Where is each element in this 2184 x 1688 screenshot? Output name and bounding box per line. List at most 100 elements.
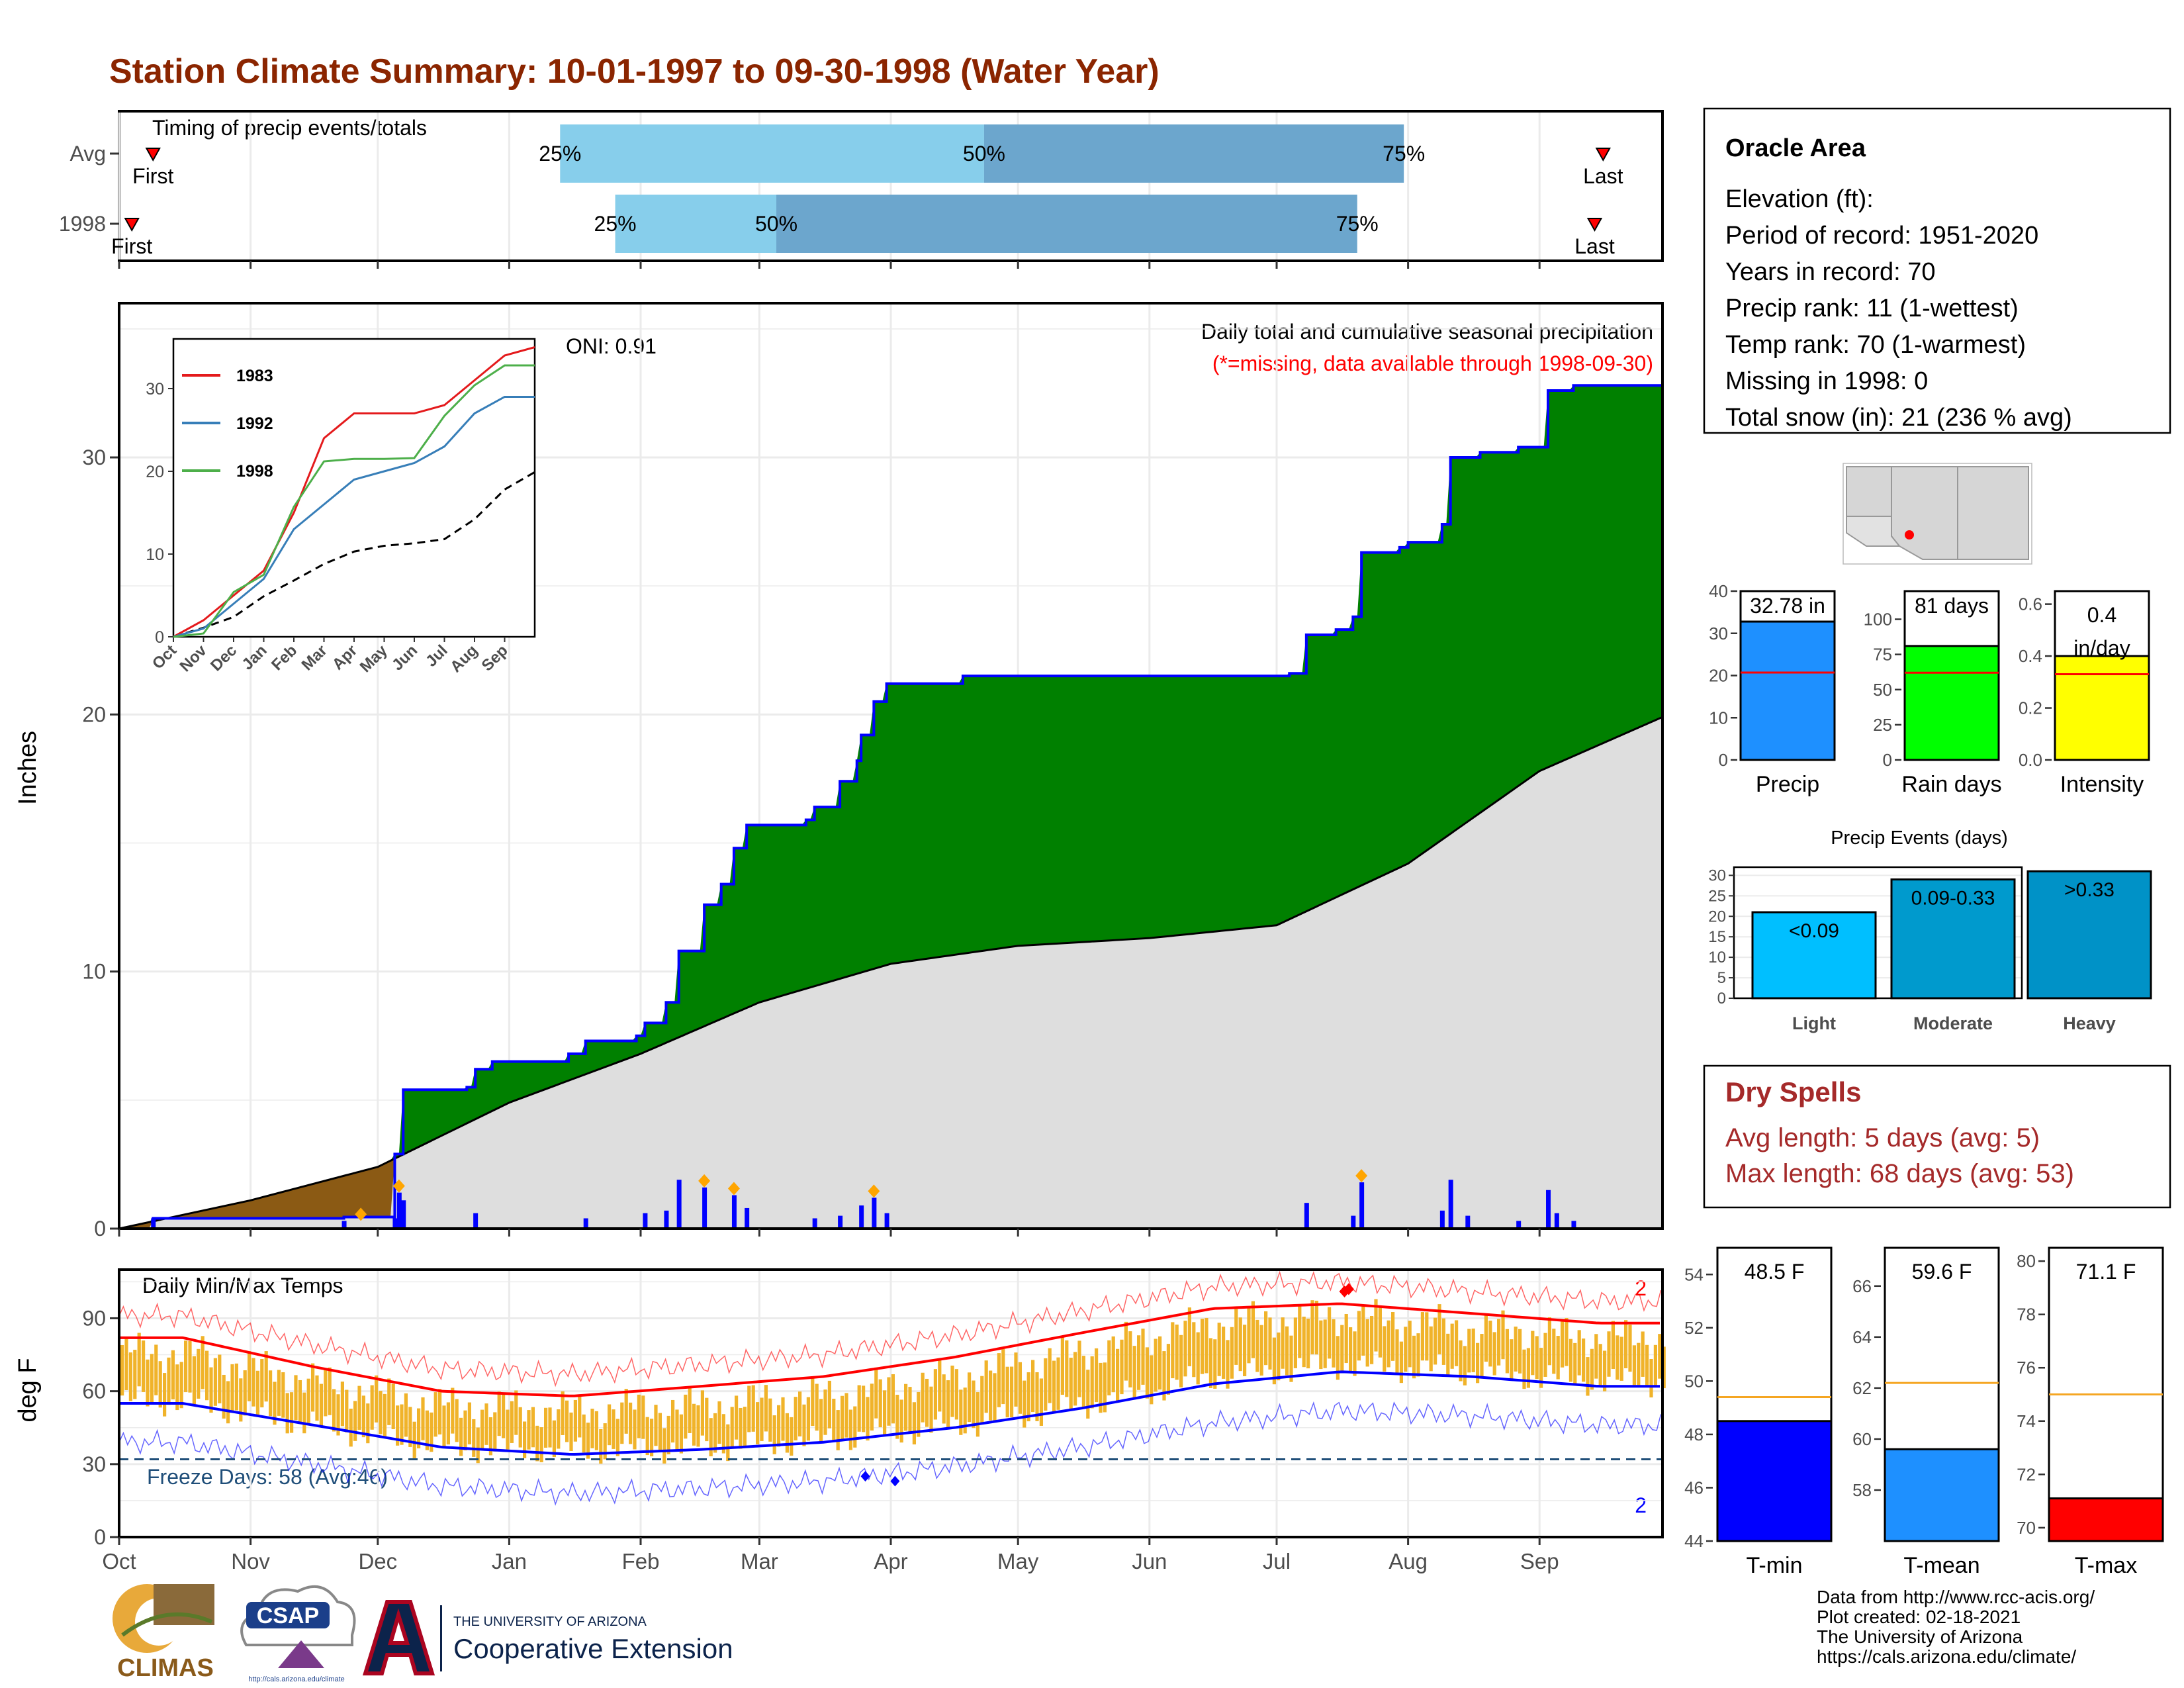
record-max-line <box>118 1270 1662 1387</box>
daily-temp-bar <box>269 1370 273 1417</box>
daily-temp-bar <box>586 1423 590 1459</box>
daily-temp-bar <box>1522 1349 1526 1389</box>
daily-temp-bar <box>1420 1312 1424 1361</box>
temp-stat-bars: 44 46 48 50 52 54 48.5 F T-min 58 60 62 64 66 59.6 F T… <box>1684 1246 2164 1578</box>
daily-temp-bar <box>548 1407 552 1448</box>
stat-bar-y-tick-label: 0 <box>1719 750 1728 770</box>
month-tick-label: May <box>997 1549 1039 1573</box>
month-tick-label: Oct <box>102 1549 136 1573</box>
daily-temp-bar <box>891 1374 895 1424</box>
daily-temp-bar <box>1056 1357 1060 1410</box>
month-tick-label: Aug <box>1388 1549 1428 1573</box>
daily-precip-bar <box>341 1221 347 1229</box>
daily-temp-bar <box>735 1395 739 1440</box>
daily-temp-bar <box>997 1353 1001 1407</box>
daily-temp-bar <box>857 1385 861 1432</box>
daily-temp-bar <box>1662 1346 1666 1389</box>
daily-temp-bar <box>1437 1304 1441 1354</box>
daily-temp-bar <box>836 1410 840 1450</box>
temp-stat-y-tick-label: 58 <box>1852 1480 1872 1500</box>
daily-temp-bar <box>379 1391 383 1434</box>
inset-normal-line <box>173 471 535 638</box>
temp-stat-y-tick-label: 50 <box>1684 1371 1704 1391</box>
daily-temp-bar <box>1328 1307 1332 1359</box>
daily-temp-bar <box>1441 1318 1445 1365</box>
info-line: Period of record: 1951-2020 <box>1725 222 2038 250</box>
daily-temp-bar <box>1429 1326 1433 1372</box>
inset-legend-label: 1983 <box>236 367 273 385</box>
temp-y-tick-label: 60 <box>82 1380 106 1403</box>
daily-temp-bar <box>633 1409 637 1450</box>
csap-logo: CSAP http://cals.arizona.edu/climate <box>240 1585 356 1683</box>
daily-temp-bar <box>1383 1326 1387 1372</box>
temp-stat-value-bar <box>1884 1448 2000 1542</box>
daily-temp-bar <box>1069 1358 1073 1410</box>
daily-temp-bar <box>582 1414 586 1453</box>
daily-temp-bar <box>1026 1372 1030 1422</box>
csap-logo-mountain <box>278 1640 324 1668</box>
daily-temp-bar <box>391 1383 395 1430</box>
temp-stat-y-tick-label: 72 <box>2017 1464 2036 1484</box>
daily-temp-bar <box>650 1419 654 1457</box>
daily-temp-bar <box>1001 1348 1005 1405</box>
daily-temp-bar <box>1658 1334 1662 1379</box>
state-outline <box>1846 466 1892 517</box>
daily-temp-bar <box>273 1382 277 1425</box>
daily-temp-bar <box>243 1370 247 1416</box>
daily-temp-bar <box>1450 1323 1454 1369</box>
daily-precip-bar <box>396 1192 402 1229</box>
daily-temp-bar <box>1052 1360 1056 1413</box>
daily-temp-bar <box>1412 1335 1416 1379</box>
daily-temp-bar <box>1594 1334 1598 1379</box>
daily-precip-bar <box>884 1213 889 1229</box>
temp-stat-y-tick-label: 80 <box>2017 1251 2036 1271</box>
events-bar-value-label: <0.09 <box>1789 920 1839 942</box>
stat-bar-y-tick-label: 0.6 <box>2019 594 2042 614</box>
temp-y-tick-label: 0 <box>94 1525 106 1549</box>
daily-temp-bar <box>1408 1321 1412 1368</box>
daily-temp-bar <box>688 1387 692 1434</box>
daily-temp-bar <box>785 1413 789 1453</box>
daily-temp-bar <box>1238 1317 1242 1372</box>
daily-temp-bar <box>497 1391 501 1436</box>
daily-temp-bar <box>938 1358 942 1412</box>
daily-temp-bar <box>1259 1325 1263 1376</box>
timing-p75-label: 75% <box>1336 212 1379 236</box>
daily-temp-bar <box>1628 1325 1632 1372</box>
temp-stat-label: T-mean <box>1903 1553 1979 1578</box>
daily-temp-bar <box>1179 1335 1183 1387</box>
daily-temp-bar <box>1077 1340 1081 1397</box>
daily-temp-bar <box>912 1402 916 1445</box>
daily-temp-bar <box>1099 1362 1103 1413</box>
month-tick-label: Jan <box>492 1549 527 1573</box>
daily-temp-bar <box>827 1380 831 1429</box>
timing-first-label: First <box>132 164 173 188</box>
timing-last-marker <box>1595 148 1612 162</box>
daily-temp-bar <box>747 1385 751 1432</box>
daily-temp-bar <box>1272 1337 1276 1385</box>
daily-temp-bar <box>1598 1344 1602 1386</box>
daily-temp-bar <box>798 1391 802 1436</box>
precip-y-tick-label: 10 <box>82 960 106 984</box>
daily-temp-bar <box>819 1399 823 1442</box>
daily-temp-bar <box>1014 1352 1018 1407</box>
csap-logo-text: CSAP <box>257 1603 319 1628</box>
daily-temp-bar <box>1476 1342 1480 1383</box>
daily-temp-bar <box>248 1351 251 1401</box>
precip-above-normal-area <box>119 385 1662 1229</box>
timing-p50-label: 50% <box>755 212 797 236</box>
daily-temp-bar <box>624 1389 628 1434</box>
daily-temp-bar <box>294 1375 298 1421</box>
events-y-tick-label: 5 <box>1717 969 1726 987</box>
daily-temp-bar <box>1539 1348 1543 1388</box>
stat-bar-y-tick-label: 0.0 <box>2019 750 2042 770</box>
daily-temp-bar <box>1619 1336 1623 1381</box>
daily-temp-bar <box>717 1401 721 1444</box>
daily-temp-bar <box>146 1359 150 1407</box>
daily-temp-bar <box>620 1402 624 1444</box>
daily-temp-bar <box>251 1358 255 1407</box>
daily-temp-bar <box>726 1424 730 1462</box>
daily-temp-bar <box>1577 1330 1581 1376</box>
daily-temp-bar <box>328 1367 332 1415</box>
